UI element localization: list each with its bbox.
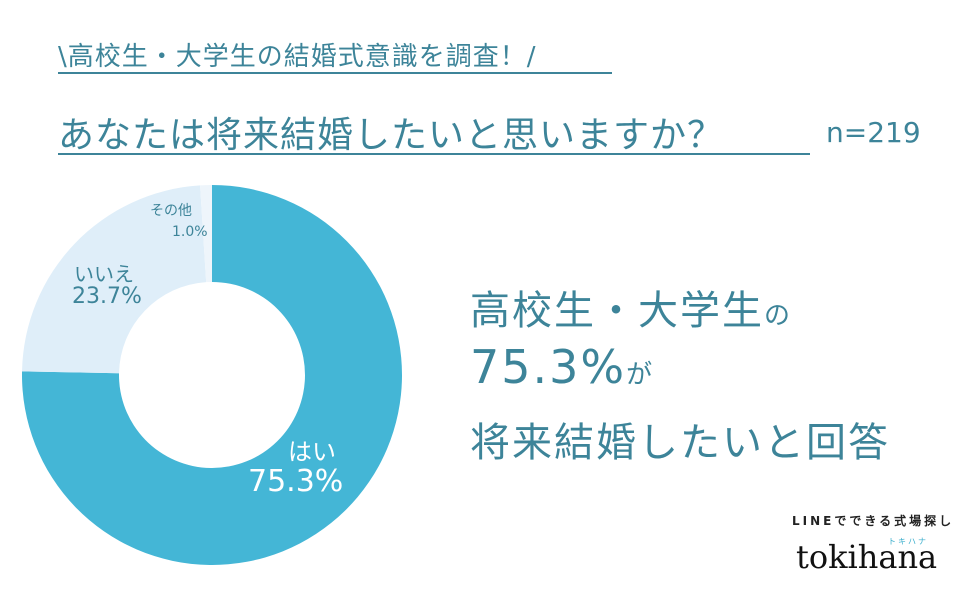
question-title: あなたは将来結婚したいと思いますか？ bbox=[58, 115, 725, 156]
question-underline bbox=[58, 153, 810, 155]
brand-logo: tokihana bbox=[796, 538, 938, 576]
label-yes-name: はい bbox=[288, 438, 336, 466]
slice-other bbox=[200, 185, 212, 283]
headline-line1-suffix: の bbox=[764, 301, 793, 331]
label-yes-value: 75.3% bbox=[248, 464, 344, 499]
headline-line2-suffix: が bbox=[626, 360, 655, 390]
donut-chart bbox=[22, 185, 402, 565]
headline-percentage: 75.3% bbox=[470, 340, 627, 394]
survey-label: \高校生・大学生の結婚式意識を調査！/ bbox=[58, 42, 537, 72]
headline-line1: 高校生・大学生の bbox=[470, 278, 792, 336]
headline-line3: 将来結婚したいと回答 bbox=[470, 420, 890, 466]
label-no-value: 23.7% bbox=[72, 284, 142, 309]
headline-line1-main: 高校生・大学生 bbox=[470, 288, 764, 334]
slice-no bbox=[22, 185, 207, 374]
brand-kana: トキハナ bbox=[888, 537, 928, 546]
label-no-name: いいえ bbox=[74, 262, 134, 286]
label-other-name: その他 bbox=[150, 203, 192, 219]
slice-yes bbox=[22, 185, 402, 565]
sample-size: n=219 bbox=[826, 116, 921, 149]
brand-tagline: LINEでできる式場探し bbox=[792, 514, 955, 528]
survey-underline bbox=[58, 72, 612, 74]
label-other-value: 1.0% bbox=[172, 224, 208, 240]
headline-line2: 75.3%が bbox=[470, 340, 654, 394]
